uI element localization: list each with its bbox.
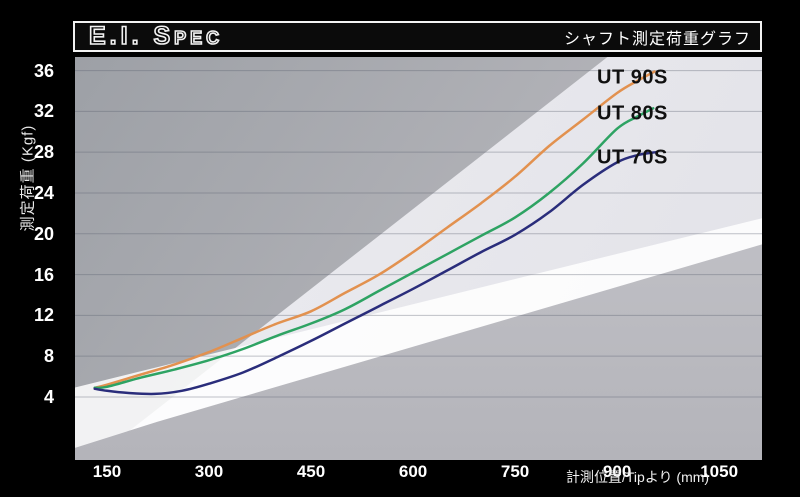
x-axis-title: 計測位置/Tipより (mm) xyxy=(566,469,710,485)
y-axis-tick-labels: 4 8 12 16 20 24 28 32 36 xyxy=(0,57,58,460)
chart-subtitle: シャフト測定荷重グラフ xyxy=(563,30,751,48)
x-tick-label: 750 xyxy=(500,462,530,481)
x-tick-label: 1050 xyxy=(700,462,739,481)
x-tick-label: 150 xyxy=(92,462,122,481)
y-tick-label: 28 xyxy=(33,142,54,163)
y-tick-label: 4 xyxy=(43,386,54,407)
legend-label-ut-90s: UT 90S xyxy=(597,66,668,89)
y-tick-label: 24 xyxy=(33,182,54,203)
y-tick-label: 36 xyxy=(33,60,54,81)
x-tick-label: 450 xyxy=(296,462,326,481)
chart-title: E.I. Spec xyxy=(88,22,224,50)
series-line-ut-90s xyxy=(93,70,656,390)
y-tick-label: 12 xyxy=(33,305,54,326)
y-tick-label: 20 xyxy=(33,223,54,244)
y-tick-label: 8 xyxy=(43,346,54,367)
header-bar: E.I. Spec シャフト測定荷重グラフ xyxy=(73,21,762,52)
x-tick-label: 600 xyxy=(398,462,428,481)
series-line-ut-70s xyxy=(93,150,658,396)
x-axis-tick-labels: 150 300 450 600 750 900 1050 xyxy=(75,461,762,483)
line-chart-canvas xyxy=(75,70,762,398)
plot-area xyxy=(75,57,762,460)
series-line-ut-80s xyxy=(93,107,655,390)
x-tick-label: 300 xyxy=(194,462,224,481)
x-tick-label: 900 xyxy=(602,462,632,481)
legend-label-ut-80s: UT 80S xyxy=(597,102,668,125)
y-tick-label: 32 xyxy=(33,101,54,122)
y-tick-label: 16 xyxy=(33,264,54,285)
legend-label-ut-70s: UT 70S xyxy=(597,146,668,169)
